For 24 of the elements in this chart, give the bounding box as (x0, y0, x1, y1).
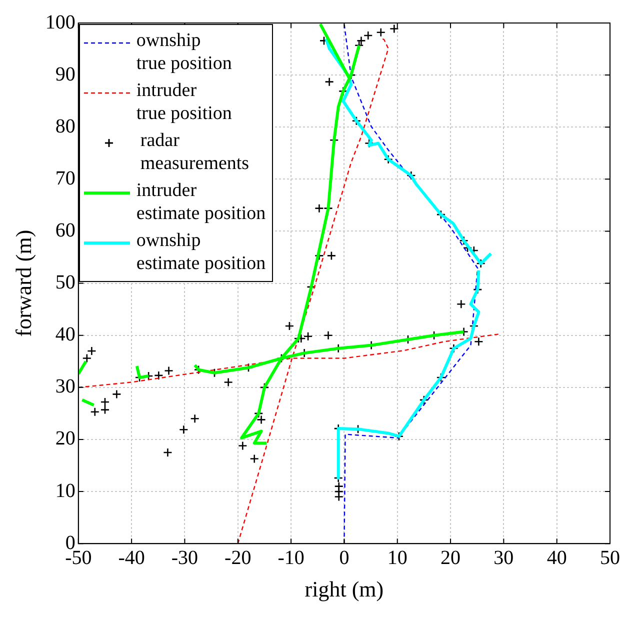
x-tick-label: 0 (339, 546, 350, 569)
x-tick-label: 10 (387, 546, 408, 569)
y-tick-label: 50 (55, 272, 76, 294)
x-tick-label: 50 (600, 546, 620, 569)
y-tick-label: 70 (55, 167, 76, 190)
y-tick-label: 60 (55, 219, 76, 242)
x-tick-label: 30 (494, 546, 514, 569)
y-tick-label: 40 (55, 324, 76, 346)
x-axis-title: right (m) (304, 576, 384, 602)
x-tick-label: -20 (224, 546, 252, 569)
y-tick-label: 90 (55, 63, 76, 86)
y-tick-label: 80 (55, 115, 76, 138)
y-tick-label: 30 (55, 376, 76, 398)
x-tick-label: 20 (440, 546, 461, 569)
x-tick-label: -30 (171, 546, 198, 569)
line-series (344, 23, 478, 544)
y-tick-label: 100 (45, 11, 76, 34)
y-tick-label: 10 (55, 480, 76, 502)
legend-label: ownship estimate position (136, 229, 266, 275)
x-tick-label: -10 (278, 546, 304, 569)
x-tick-label: -40 (118, 546, 145, 569)
x-tick-label: 40 (546, 546, 567, 569)
y-tick-label: 20 (55, 428, 76, 450)
y-axis-title: forward (m) (10, 230, 36, 337)
